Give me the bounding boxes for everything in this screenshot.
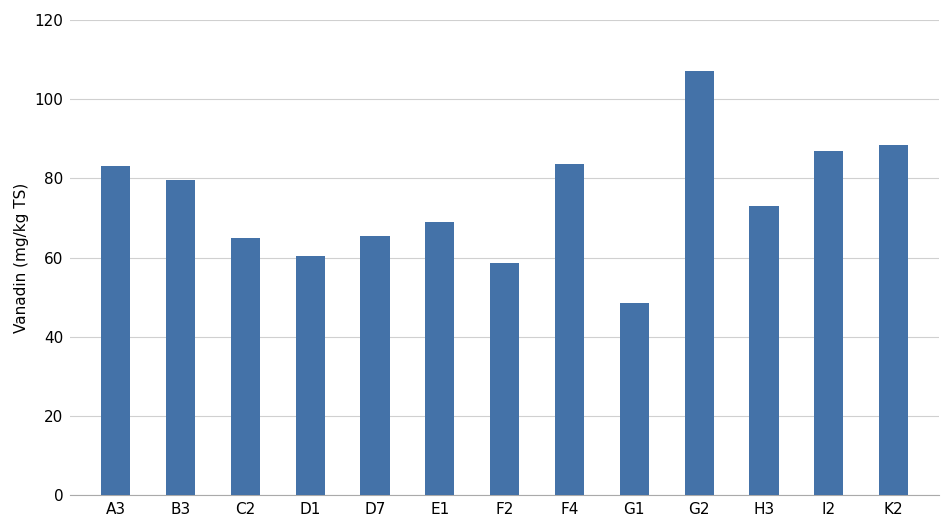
Bar xyxy=(295,255,325,495)
Bar xyxy=(360,236,389,495)
Bar xyxy=(748,206,778,495)
Bar xyxy=(166,181,195,495)
Bar xyxy=(489,263,519,495)
Bar xyxy=(230,238,260,495)
Bar xyxy=(101,166,130,495)
Bar xyxy=(619,303,648,495)
Y-axis label: Vanadin (mg/kg TS): Vanadin (mg/kg TS) xyxy=(14,183,29,332)
Bar xyxy=(684,71,713,495)
Bar xyxy=(554,165,584,495)
Bar xyxy=(813,151,843,495)
Bar xyxy=(425,222,454,495)
Bar xyxy=(878,144,907,495)
